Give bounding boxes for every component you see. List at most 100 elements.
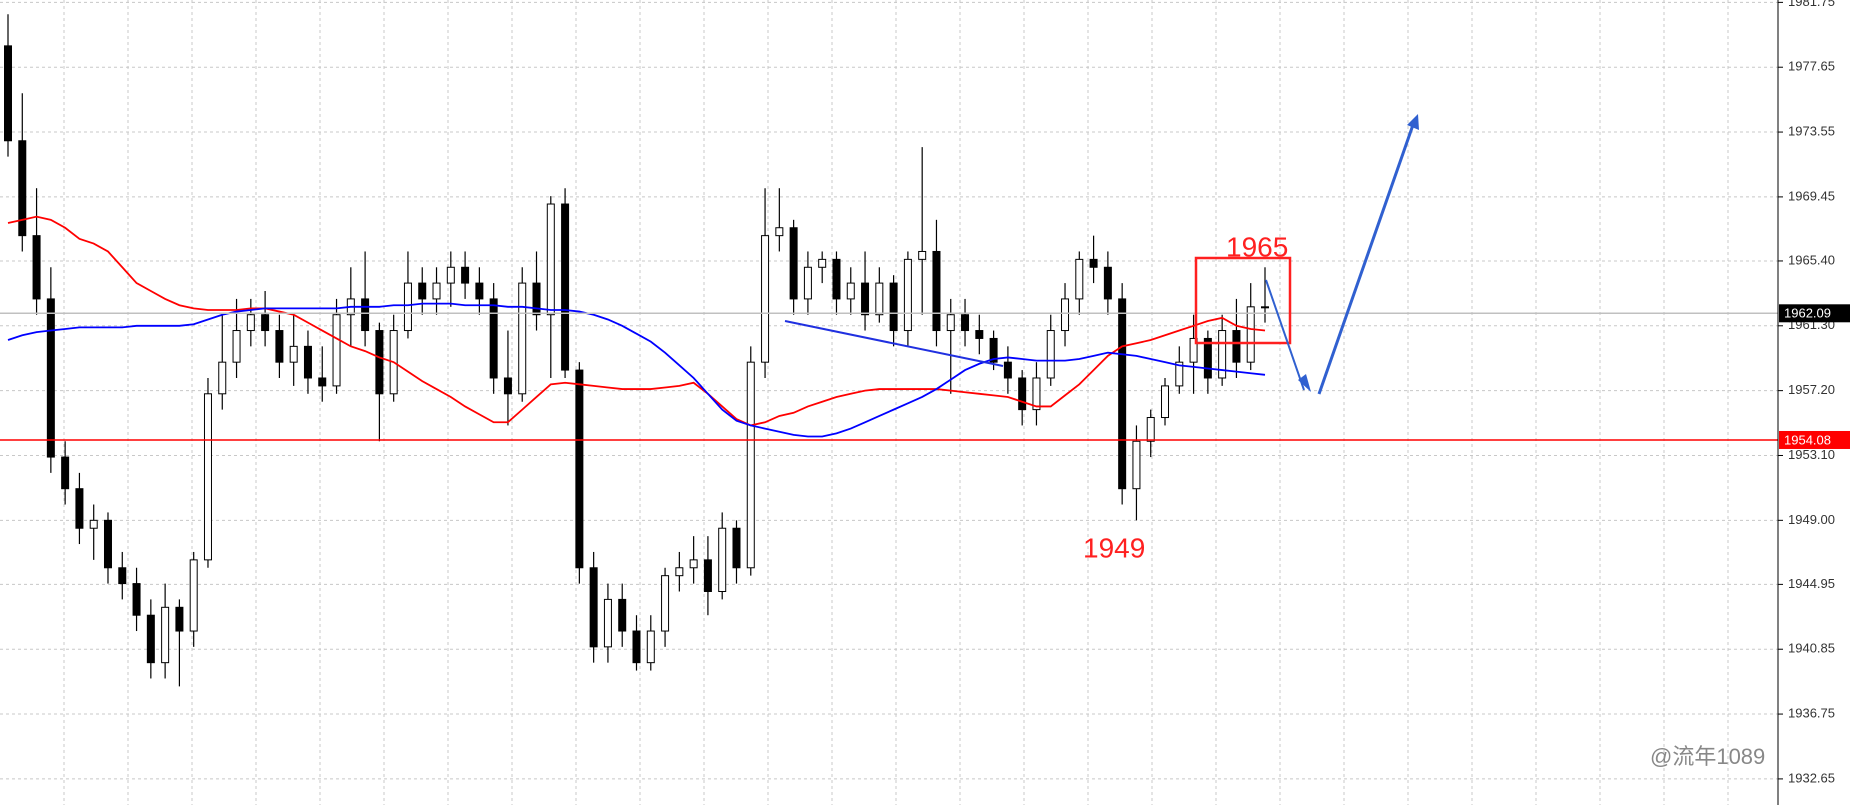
arrow-down	[1265, 279, 1305, 391]
y-tick-label: 1973.55	[1788, 123, 1835, 138]
candle-body	[146, 614, 155, 664]
candle-body	[1261, 306, 1269, 309]
candle-body	[1089, 258, 1098, 268]
y-tick-label: 1949.00	[1788, 512, 1835, 527]
candle-body	[103, 519, 112, 569]
candle-body	[775, 227, 784, 237]
candle-body	[518, 282, 527, 395]
candle-body	[261, 314, 270, 332]
price-label: 1962.09	[1784, 306, 1831, 321]
y-axis: 1981.751977.651973.551969.451965.401961.…	[1778, 0, 1850, 785]
candle-body	[832, 258, 841, 300]
candle-body	[203, 393, 212, 561]
y-tick-label: 1981.75	[1788, 0, 1835, 9]
candle-body	[175, 606, 184, 632]
candle-body	[903, 258, 912, 332]
candle-body	[1218, 330, 1227, 379]
candle-body	[289, 345, 298, 363]
candle-body	[1161, 385, 1170, 419]
candle-body	[918, 250, 927, 260]
candle-body	[89, 519, 98, 529]
candle-body	[1203, 337, 1212, 379]
y-tick-label: 1944.95	[1788, 576, 1835, 591]
candle-body	[1132, 440, 1141, 490]
candle-body	[861, 282, 870, 316]
candle-body	[675, 567, 684, 577]
candle-body	[1146, 417, 1155, 442]
candle-body	[818, 258, 827, 268]
candle-body	[689, 559, 698, 569]
candle-body	[503, 377, 512, 395]
price-label-box	[1779, 304, 1850, 323]
arrow-up	[1317, 121, 1416, 395]
candle-body	[961, 314, 970, 332]
candle-body	[403, 282, 412, 332]
candle-body	[1103, 266, 1112, 300]
moving-average	[7, 215, 1266, 427]
candle-body	[303, 345, 312, 379]
candle-body	[32, 235, 41, 300]
candle-body	[732, 527, 741, 569]
candle-body	[1189, 337, 1198, 363]
candle-body	[318, 377, 327, 387]
candle-body	[132, 583, 141, 616]
candle-body	[803, 266, 812, 300]
candle-body	[161, 606, 170, 664]
annotation: 1965	[1226, 231, 1288, 262]
candle-body	[446, 266, 455, 284]
moving-average	[7, 302, 1266, 438]
price-label: 1954.08	[1784, 432, 1831, 447]
candle-body	[889, 282, 898, 332]
y-tick-label: 1965.40	[1788, 252, 1835, 267]
candle-body	[75, 488, 84, 529]
y-tick-label: 1969.45	[1788, 188, 1835, 203]
candle-body	[1046, 330, 1055, 379]
candle-body	[575, 369, 584, 569]
candle-body	[418, 282, 427, 300]
candle-body	[875, 282, 884, 316]
candle-body	[1032, 377, 1041, 411]
candle-body	[46, 298, 55, 458]
candle-body	[375, 330, 384, 395]
candle-body	[432, 282, 441, 300]
candle-body	[189, 559, 198, 632]
plot	[0, 14, 1778, 687]
candle-body	[546, 203, 555, 316]
candle-body	[4, 45, 12, 142]
candle-body	[332, 314, 341, 387]
candle-body	[632, 630, 641, 664]
candle-body	[361, 298, 370, 332]
candle-body	[1246, 306, 1255, 363]
trend-line	[784, 320, 1004, 367]
candle-body	[561, 203, 570, 371]
candle-body	[532, 282, 541, 316]
watermark: @流年1089	[1650, 744, 1765, 769]
candle-body	[1232, 330, 1241, 363]
candle-body	[489, 298, 498, 379]
y-tick-label: 1936.75	[1788, 705, 1835, 720]
y-tick-label: 1957.20	[1788, 382, 1835, 397]
candle-body	[661, 575, 670, 632]
range-box	[1194, 256, 1292, 345]
candle-body	[246, 314, 255, 332]
candle-body	[1075, 258, 1084, 300]
candle-body	[1061, 298, 1070, 332]
arrow-head	[1407, 114, 1419, 130]
candle-body	[232, 330, 241, 363]
candle-body	[18, 140, 27, 237]
candle-body	[118, 567, 127, 585]
candle-body	[275, 330, 284, 363]
candle-body	[1118, 298, 1127, 490]
candle-body	[718, 527, 727, 592]
candle-body	[846, 282, 855, 300]
annotation: 1949	[1083, 532, 1145, 563]
candle-body	[1018, 377, 1027, 411]
y-tick-label: 1977.65	[1788, 59, 1835, 74]
arrow-head	[1298, 374, 1311, 392]
candle-body	[589, 567, 598, 648]
candle-body	[61, 456, 70, 490]
y-tick-label: 1932.65	[1788, 770, 1835, 785]
candle-body	[603, 598, 612, 648]
